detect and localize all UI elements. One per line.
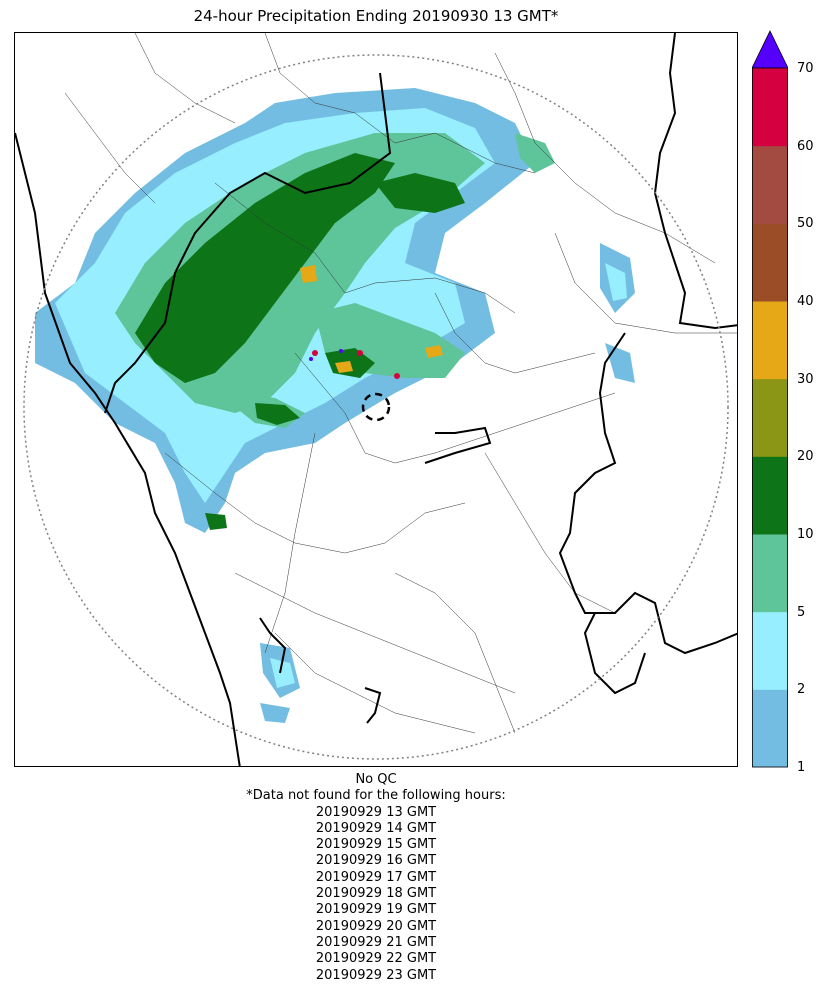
colorbar-segment: [752, 223, 788, 302]
colorbar-segment: [752, 689, 788, 768]
missing-hour: 20190929 17 GMT: [315, 869, 437, 885]
radar-map: [14, 32, 738, 767]
precip-over-60mm: [312, 350, 400, 379]
missing-hour: 20190929 15 GMT: [315, 837, 437, 853]
missing-hour: 20190929 22 GMT: [315, 951, 437, 967]
missing-data-header: *Data not found for the following hours:: [246, 788, 506, 804]
colorbar-tick-label: 30: [797, 371, 814, 387]
radar-range-ring: [23, 54, 729, 760]
colorbar-extend-triangle: [752, 30, 788, 69]
colorbar-tick-label: 40: [797, 294, 814, 309]
colorbar-tick-label: 20: [797, 449, 814, 465]
missing-hour: 20190929 13 GMT: [315, 804, 437, 820]
missing-hour: 20190929 20 GMT: [315, 918, 437, 934]
missing-hour: 20190929 23 GMT: [315, 967, 437, 983]
colorbar-segment: [752, 378, 788, 457]
notes-block: No QC *Data not found for the following …: [0, 772, 752, 984]
colorbar-tick-label: 5: [797, 604, 806, 620]
qc-note: No QC: [355, 772, 397, 787]
colorbar-segment: [752, 301, 788, 380]
radar-site-marker: [361, 392, 391, 422]
precip-20-40mm: [300, 265, 443, 373]
colorbar-tick-label: 1: [797, 760, 806, 775]
colorbar-segment: [752, 611, 788, 690]
colorbar-tick-label: 70: [797, 61, 814, 76]
precip-over-70mm: [309, 349, 343, 361]
missing-hour: 20190929 21 GMT: [315, 934, 437, 950]
precipitation-map-canvas: [15, 33, 737, 766]
colorbar-segment: [752, 68, 788, 147]
colorbar-tick-label: 10: [797, 527, 814, 542]
missing-hour: 20190929 19 GMT: [315, 902, 437, 918]
colorbar-tick-label: 60: [797, 138, 814, 154]
colorbar-segment: [752, 456, 788, 535]
missing-hour: 20190929 16 GMT: [315, 853, 437, 869]
state-boundaries: [15, 33, 737, 766]
colorbar-segment: [752, 145, 788, 224]
missing-hour: 20190929 14 GMT: [315, 820, 437, 836]
colorbar-tick-label: 2: [797, 682, 806, 698]
missing-hour: 20190929 18 GMT: [315, 886, 437, 902]
colorbar-segment: [752, 534, 788, 613]
colorbar-tick-label: 50: [797, 216, 814, 232]
map-title: 24-hour Precipitation Ending 20190930 13…: [193, 7, 559, 25]
colorbar-frame: [752, 67, 788, 768]
precipitation-colorbar: [752, 30, 788, 768]
